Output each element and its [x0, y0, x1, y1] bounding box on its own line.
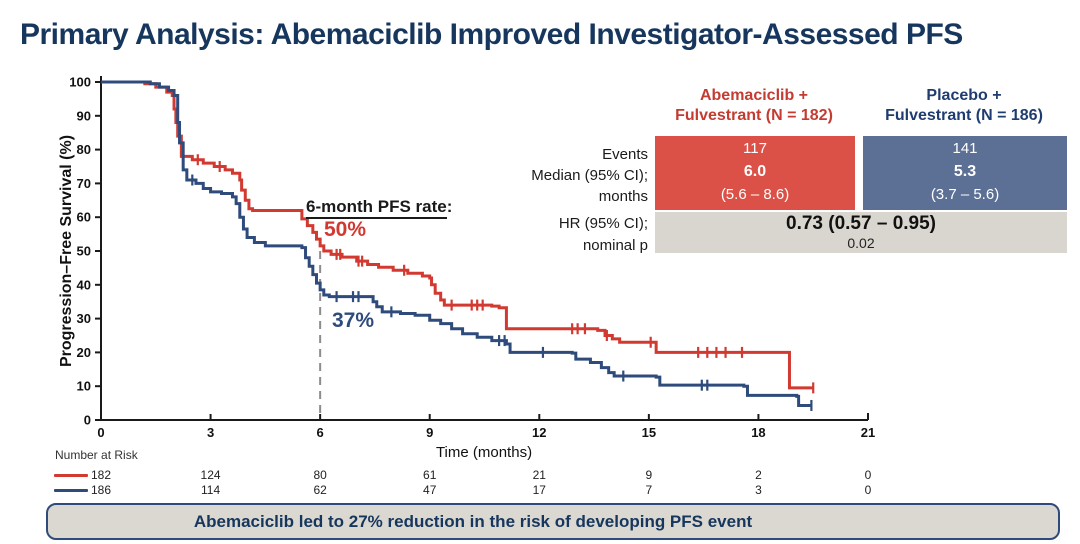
y-tick-label: 80	[77, 142, 91, 157]
x-tick-label: 6	[317, 425, 324, 440]
abemaciclib-median-value: 6.0	[743, 163, 767, 180]
abemaciclib-header-line1: Abemaciclib +	[699, 87, 809, 104]
y-tick-label: 100	[69, 75, 91, 90]
row-label-median-units: months	[598, 188, 648, 205]
x-tick-label: 9	[426, 425, 433, 440]
y-tick-label: 0	[84, 413, 91, 428]
y-tick-label: 60	[77, 210, 91, 225]
placebo-median-value: 5.3	[953, 163, 977, 180]
six-month-pfs-colon: :	[446, 197, 453, 216]
abemaciclib-data-cell: 117 6.0 (5.6 – 8.6)	[655, 136, 855, 210]
placebo-header-line1: Placebo +	[926, 87, 1002, 104]
row-label-hr: HR (95% CI);	[558, 215, 648, 232]
placebo-data-cell: 141 5.3 (3.7 – 5.6)	[863, 136, 1067, 210]
x-tick-label: 15	[642, 425, 656, 440]
hazard-ratio-cell: 0.73 (0.57 – 0.95) 0.02	[655, 212, 1067, 253]
six-month-pfs-heading: 6-month PFS rate	[306, 197, 447, 219]
x-tick-label: 18	[751, 425, 765, 440]
page-title: Primary Analysis: Abemaciclib Improved I…	[20, 18, 963, 51]
km-curve-placebo	[101, 80, 812, 407]
km-curve-abemaciclib	[101, 80, 814, 390]
x-tick-label: 0	[97, 425, 104, 440]
abemaciclib-6mo-rate-value: 50%	[324, 218, 367, 241]
row-label-nominal-p: nominal p	[582, 237, 648, 254]
placebo-header-line2: Fulvestrant (N = 186)	[885, 107, 1043, 124]
hazard-ratio-value: 0.73 (0.57 – 0.95)	[786, 213, 936, 234]
y-tick-label: 30	[77, 311, 91, 326]
x-tick-label: 3	[207, 425, 214, 440]
row-label-events: Events	[602, 146, 648, 163]
abemaciclib-events-value: 117	[743, 140, 767, 157]
conclusion-banner: Abemaciclib led to 27% reduction in the …	[46, 503, 1060, 540]
placebo-median-ci: (3.7 – 5.6)	[930, 186, 1000, 203]
y-axis-label: Progression–Free Survival (%)	[58, 134, 75, 368]
abemaciclib-median-ci: (5.6 – 8.6)	[720, 186, 790, 203]
y-tick-label: 50	[77, 244, 91, 259]
six-month-pfs-annotation: 6-month PFS rate:	[306, 197, 453, 219]
p-value: 0.02	[847, 235, 875, 251]
abemaciclib-column-header: Abemaciclib + Fulvestrant (N = 182)	[653, 86, 855, 126]
x-tick-label: 21	[861, 425, 875, 440]
y-tick-label: 10	[77, 379, 91, 394]
number-at-risk-label: Number at Risk	[55, 448, 138, 462]
abemaciclib-header-line2: Fulvestrant (N = 182)	[675, 107, 833, 124]
placebo-6mo-rate-value: 37%	[332, 309, 375, 332]
placebo-column-header: Placebo + Fulvestrant (N = 186)	[859, 86, 1069, 126]
row-label-median: Median (95% CI);	[531, 167, 648, 184]
x-tick-label: 12	[532, 425, 546, 440]
x-axis-label: Time (months)	[435, 444, 533, 461]
y-tick-label: 90	[77, 108, 91, 123]
y-tick-label: 70	[77, 176, 91, 191]
y-tick-label: 40	[77, 277, 91, 292]
conclusion-text: Abemaciclib led to 27% reduction in the …	[193, 511, 753, 531]
placebo-events-value: 141	[952, 140, 978, 157]
y-tick-label: 20	[77, 345, 91, 360]
